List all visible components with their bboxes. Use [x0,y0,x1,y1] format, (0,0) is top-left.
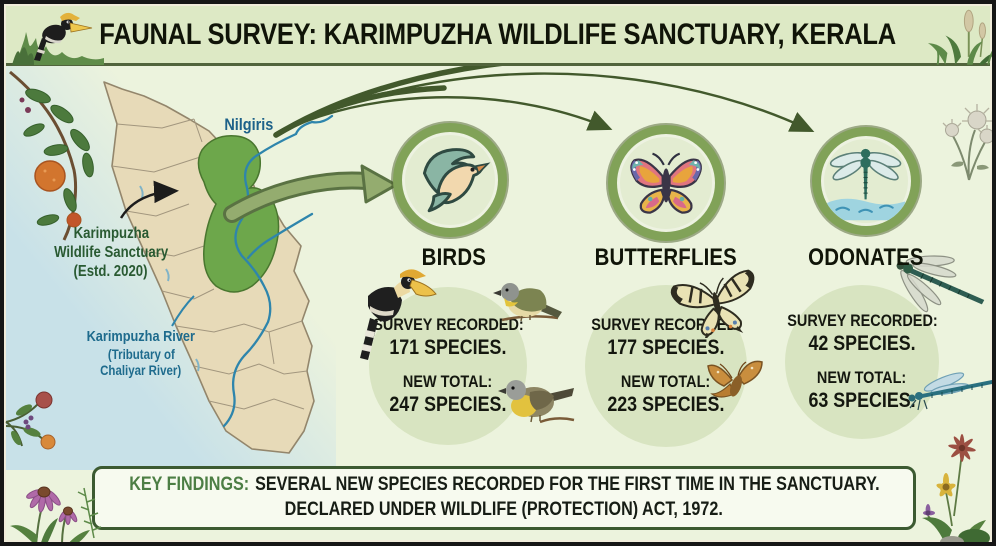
curved-arrow-to-odonates [273,55,815,138]
birds-total-value: 247 SPECIES. [389,392,507,416]
odonates-circle [812,127,920,235]
odonates-survey-label: SURVEY RECORDED: [786,311,938,330]
key-findings-label: KEY FINDINGS: [128,474,249,496]
birds-survey-label: SURVEY RECORDED: [372,315,524,334]
butterflies-survey-value: 177 SPECIES. [607,336,725,360]
key-findings-line2: DECLARED UNDER WILDLIFE (PROTECTION) ACT… [284,499,724,520]
thistle-illustration [942,104,992,181]
birds-total-label: NEW TOTAL: [403,371,493,391]
odonates-stats: SURVEY RECORDED: 42 SPECIES. NEW TOTAL: … [785,285,939,439]
butterflies-total-label: NEW TOTAL: [621,371,711,391]
sanctuary-label: Karimpuzha Wildlife Sanctuary (Estd. 202… [53,225,169,281]
birds-stats: SURVEY RECORDED: 171 SPECIES. NEW TOTAL:… [369,287,527,445]
bird-icon [422,147,491,212]
odonates-title: ODONATES [808,244,924,271]
birds-title: BIRDS [421,244,487,271]
dragonfly-icon [826,149,906,221]
odonates-total-label: NEW TOTAL: [817,367,907,387]
birds-circle [393,123,507,237]
title-banner: FAUNAL SURVEY: KARIMPUZHA WILDLIFE SANCT… [6,6,990,66]
nilgiris-label: Nilgiris [224,115,274,134]
river-label: Karimpuzha River (Tributary of Chaliyar … [86,328,196,379]
butterflies-circle [608,125,724,241]
page-title: FAUNAL SURVEY: KARIMPUZHA WILDLIFE SANCT… [99,17,897,51]
butterflies-title: BUTTERFLIES [594,244,738,271]
butterflies-total-value: 223 SPECIES. [607,392,725,416]
butterflies-stats: SURVEY RECORDED: 177 SPECIES. NEW TOTAL:… [585,285,747,447]
key-findings-box: KEY FINDINGS: SEVERAL NEW SPECIES RECORDE… [92,466,916,530]
birds-survey-value: 171 SPECIES. [389,336,507,360]
butterfly-icon [630,152,702,214]
key-findings-line1: KEY FINDINGS: SEVERAL NEW SPECIES RECORDE… [128,474,880,496]
butterflies-survey-label: SURVEY RECORDED: [590,315,742,334]
district-borders [111,118,308,410]
odonates-total-value: 63 SPECIES. [808,388,916,412]
odonates-survey-value: 42 SPECIES. [808,332,916,356]
